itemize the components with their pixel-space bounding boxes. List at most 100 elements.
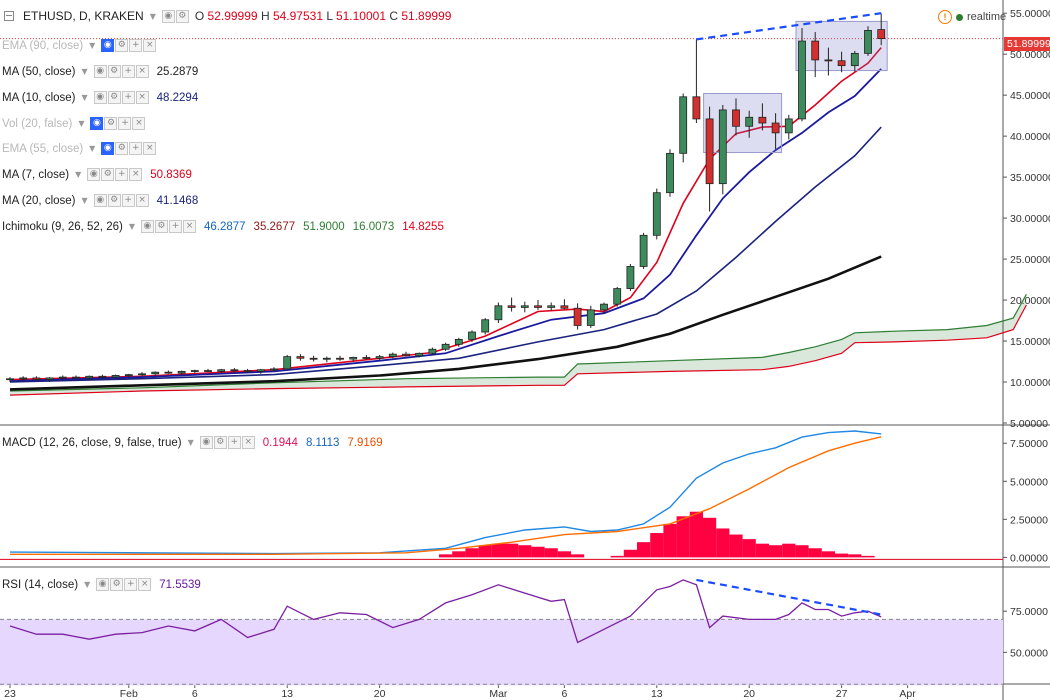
chevron-down-icon[interactable]: ▼ [89,41,96,50]
ohlc-readout: O 52.99999 H 54.97531 L 51.10001 C 51.89… [195,9,452,23]
eye-icon[interactable]: ◉ [93,91,107,104]
close-icon[interactable]: × [143,39,157,52]
open-value: 52.99999 [207,9,258,23]
study-legend-row[interactable]: Ichimoku (9, 26, 52, 26) ▼ ◉ ⚙ + × 46.2877 35.2… [2,220,444,233]
study-name[interactable]: EMA (90, close) [2,39,84,52]
add-icon[interactable]: + [129,142,143,155]
settings-icon[interactable]: ⚙ [175,9,189,23]
macd-histogram-bar [491,543,505,558]
chevron-down-icon[interactable]: ▼ [84,580,91,589]
eye-icon[interactable]: ◉ [101,142,115,155]
add-icon[interactable]: + [124,578,138,591]
add-icon[interactable]: + [115,168,129,181]
close-icon[interactable]: × [143,142,157,155]
chevron-down-icon[interactable]: ▼ [149,11,156,21]
settings-icon[interactable]: ⚙ [104,117,118,130]
chevron-down-icon[interactable]: ▼ [75,170,82,179]
candle-body [151,371,160,375]
add-icon[interactable]: + [121,91,135,104]
close-icon[interactable]: × [241,436,255,449]
x-tick-label: 20 [374,688,386,700]
close-icon[interactable]: × [135,194,149,207]
add-icon[interactable]: + [118,117,132,130]
eye-icon[interactable]: ◉ [140,220,154,233]
candle-body [679,96,688,154]
macd-histogram-bar [478,545,492,558]
close-icon[interactable]: × [138,578,152,591]
study-legend-row[interactable]: MA (50, close) ▼ ◉ ⚙ + × 25.2879 [2,65,198,78]
symbol-label[interactable]: ETHUSD, D, KRAKEN [23,9,144,23]
symbol-controls: ◉ ⚙ [161,9,189,23]
candle-body [45,377,54,380]
candle-body [441,343,450,350]
study-legend-row[interactable]: MA (20, close) ▼ ◉ ⚙ + × 41.1468 [2,194,198,207]
settings-icon[interactable]: ⚙ [154,220,168,233]
candle-body [705,118,714,185]
eye-icon[interactable]: ◉ [90,117,104,130]
study-name[interactable]: EMA (55, close) [2,142,84,155]
eye-icon[interactable]: ◉ [161,9,175,23]
y-tick-label: 45.00000 [1010,90,1050,102]
chevron-down-icon[interactable]: ▼ [89,144,96,153]
chevron-down-icon[interactable]: ▼ [187,438,194,447]
study-name[interactable]: MA (7, close) [2,168,70,181]
eye-icon[interactable]: ◉ [93,65,107,78]
study-value: 25.2879 [156,65,199,78]
settings-icon[interactable]: ⚙ [115,39,129,52]
settings-icon[interactable]: ⚙ [107,65,121,78]
add-icon[interactable]: + [129,39,143,52]
warning-icon[interactable]: ! [938,10,952,24]
study-legend-row[interactable]: MACD (12, 26, close, 9, false, true) ▼ ◉ ⚙ +… [2,436,383,449]
eye-icon[interactable]: ◉ [93,194,107,207]
settings-icon[interactable]: ⚙ [107,91,121,104]
study-name[interactable]: MA (20, close) [2,194,76,207]
chevron-down-icon[interactable]: ▼ [128,222,135,231]
close-icon[interactable]: × [132,117,146,130]
study-name[interactable]: RSI (14, close) [2,578,79,591]
study-name[interactable]: Vol (20, false) [2,117,73,130]
study-name[interactable]: MACD (12, 26, close, 9, false, true) [2,436,182,449]
close-icon[interactable]: × [182,220,196,233]
y-tick-label: 50.00000 [1010,49,1050,61]
settings-icon[interactable]: ⚙ [101,168,115,181]
settings-icon[interactable]: ⚙ [110,578,124,591]
settings-icon[interactable]: ⚙ [213,436,227,449]
add-icon[interactable]: + [121,65,135,78]
study-name[interactable]: MA (10, close) [2,91,76,104]
add-icon[interactable]: + [121,194,135,207]
settings-icon[interactable]: ⚙ [115,142,129,155]
close-icon[interactable]: × [129,168,143,181]
eye-icon[interactable]: ◉ [199,436,213,449]
settings-icon[interactable]: ⚙ [107,194,121,207]
macd-histogram-bar [439,554,453,558]
study-value: 16.0073 [352,220,395,233]
candle-body [309,357,318,360]
study-legend-row[interactable]: EMA (90, close) ▼ ◉ ⚙ + × [2,39,157,52]
chevron-down-icon[interactable]: ▼ [81,67,88,76]
x-tick-label: Mar [489,688,508,700]
eye-icon[interactable]: ◉ [96,578,110,591]
range-box [703,93,783,154]
eye-icon[interactable]: ◉ [87,168,101,181]
chevron-down-icon[interactable]: ▼ [81,196,88,205]
candle-body [296,356,305,359]
study-legend-row[interactable]: MA (7, close) ▼ ◉ ⚙ + × 50.8369 [2,168,192,181]
add-icon[interactable]: + [227,436,241,449]
close-icon[interactable]: × [135,65,149,78]
close-icon[interactable]: × [135,91,149,104]
collapse-legend-icon[interactable] [4,11,14,21]
study-legend-row[interactable]: Vol (20, false) ▼ ◉ ⚙ + × [2,117,146,130]
study-legend-row[interactable]: MA (10, close) ▼ ◉ ⚙ + × 48.2294 [2,91,198,104]
chevron-down-icon[interactable]: ▼ [81,93,88,102]
candle-body [6,378,14,381]
add-icon[interactable]: + [168,220,182,233]
eye-icon[interactable]: ◉ [101,39,115,52]
study-legend-row[interactable]: RSI (14, close) ▼ ◉ ⚙ + × 71.5539 [2,578,201,591]
study-name[interactable]: MA (50, close) [2,65,76,78]
study-name[interactable]: Ichimoku (9, 26, 52, 26) [2,220,123,233]
chevron-down-icon[interactable]: ▼ [78,119,85,128]
macd-histogram-bar [835,553,849,558]
study-legend-row[interactable]: EMA (55, close) ▼ ◉ ⚙ + × [2,142,157,155]
